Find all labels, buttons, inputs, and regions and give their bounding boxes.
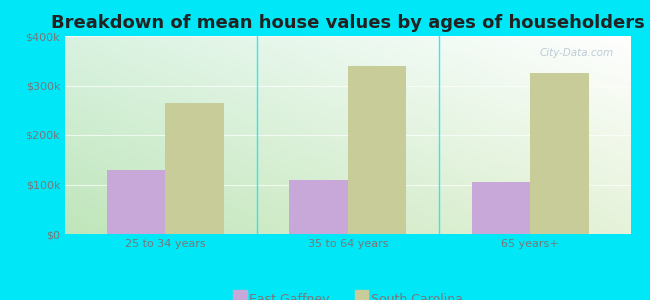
Bar (530, 73, 588, 234)
Bar (472, 182, 530, 234)
Text: City-Data.com: City-Data.com (540, 48, 614, 58)
Bar (289, 179, 348, 234)
Legend: East Gaffney, South Carolina: East Gaffney, South Carolina (227, 288, 468, 300)
Bar (348, 66, 406, 234)
Bar (165, 103, 224, 234)
Bar (107, 170, 165, 234)
Title: Breakdown of mean house values by ages of householders: Breakdown of mean house values by ages o… (51, 14, 645, 32)
